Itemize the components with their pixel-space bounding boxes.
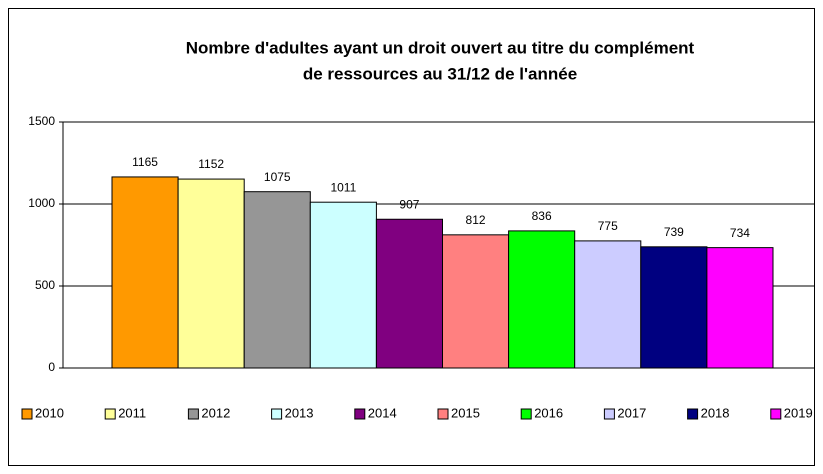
chart-title: Nombre d'adultes ayant un droit ouvert a… [186,38,695,57]
bar [177,178,245,369]
y-tick-label: 500 [35,278,55,292]
bar [243,191,311,369]
legend-label: 2012 [201,405,230,420]
legend-swatch [770,408,782,420]
y-tick-label: 1000 [28,196,55,210]
value-label: 775 [598,219,618,233]
legend-label: 2014 [368,405,397,420]
bar [111,176,179,369]
legend-label: 2018 [701,405,730,420]
legend-label: 2015 [451,405,480,420]
y-tick-label: 0 [48,360,55,374]
chart-title: de ressources au 31/12 de l'année [303,64,577,83]
value-label: 812 [466,213,486,227]
legend-swatch [271,408,283,420]
legend-label: 2010 [35,405,64,420]
value-label: 734 [730,226,750,240]
legend-label: 2019 [784,405,813,420]
legend-swatch [104,408,116,420]
legend-swatch [437,408,449,420]
legend-swatch [520,408,532,420]
bar [640,246,708,369]
legend-label: 2017 [617,405,646,420]
value-label: 907 [399,197,419,211]
value-label: 1165 [132,155,158,169]
legend-swatch [687,408,699,420]
legend-swatch [187,408,199,420]
legend-label: 2013 [285,405,314,420]
legend-swatch [21,408,33,420]
bar [574,240,642,369]
legend-swatch [603,408,615,420]
y-tick-label: 1500 [28,114,55,128]
legend-label: 2016 [534,405,563,420]
bar [706,247,774,369]
bar [375,218,443,369]
value-label: 1075 [264,170,291,184]
legend-swatch [354,408,366,420]
legend-label: 2011 [118,405,146,420]
bar [508,230,576,369]
bar [442,234,510,369]
value-label: 1152 [198,157,224,171]
value-label: 836 [532,209,552,223]
bar [309,201,377,369]
value-label: 1011 [330,180,356,194]
value-label: 739 [664,225,684,239]
